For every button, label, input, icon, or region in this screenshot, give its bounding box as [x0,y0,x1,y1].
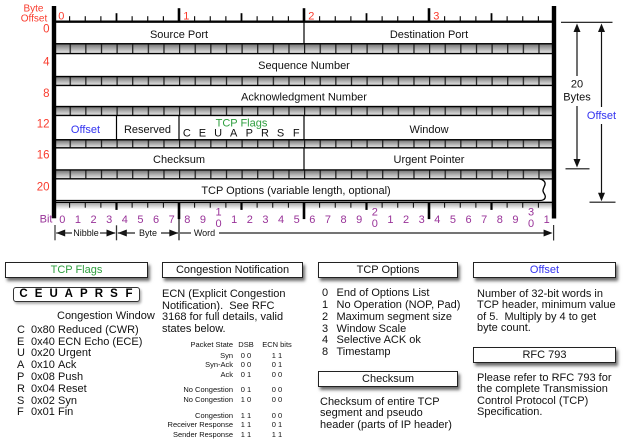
svg-text:0: 0 [215,218,221,230]
svg-text:12: 12 [37,119,50,131]
svg-text:2: 2 [90,214,96,226]
svg-text:Reserved: Reserved [124,124,171,136]
svg-text:4: 4 [43,56,50,68]
svg-text:8: 8 [340,214,346,226]
svg-text:0: 0 [43,24,49,36]
svg-text:0: 0 [59,214,65,226]
svg-text:Sequence Number: Sequence Number [258,60,350,72]
svg-text:20: 20 [571,79,583,91]
svg-text:3: 3 [262,214,268,226]
svg-text:16: 16 [37,150,50,162]
svg-text:2: 2 [247,214,253,226]
svg-text:1: 1 [544,214,550,226]
svg-text:3: 3 [528,207,534,219]
svg-text:Offset: Offset [71,124,100,136]
svg-text:9: 9 [356,214,362,226]
svg-text:9: 9 [200,214,206,226]
svg-text:6: 6 [465,214,471,226]
svg-text:7: 7 [169,214,175,226]
svg-text:3: 3 [419,214,425,226]
svg-text:1: 1 [215,207,221,219]
svg-text:1: 1 [387,214,393,226]
svg-text:TCP Flags: TCP Flags [216,117,268,129]
svg-text:7: 7 [325,214,331,226]
svg-text:5: 5 [450,214,456,226]
svg-text:2: 2 [372,207,378,219]
svg-text:Acknowledgment Number: Acknowledgment Number [241,91,367,103]
svg-text:20: 20 [37,182,50,194]
svg-text:Source Port: Source Port [150,29,208,41]
svg-text:0: 0 [58,10,64,22]
svg-text:E: E [199,127,206,139]
svg-text:Offset: Offset [587,110,616,122]
svg-text:Urgent Pointer: Urgent Pointer [394,154,465,166]
svg-text:Word: Word [194,228,215,238]
svg-text:8: 8 [184,214,190,226]
svg-text:1: 1 [183,10,189,22]
svg-text:Byte: Byte [23,4,43,15]
svg-text:8: 8 [43,88,49,100]
svg-text:F: F [293,127,300,139]
svg-text:0: 0 [528,218,534,230]
svg-text:0: 0 [372,218,378,230]
svg-text:8: 8 [497,214,503,226]
svg-text:3: 3 [106,214,112,226]
svg-text:Window: Window [409,124,448,136]
svg-text:Byte: Byte [139,228,157,238]
svg-text:TCP Options (variable length,: TCP Options (variable length, optional) [201,185,390,197]
svg-text:5: 5 [137,214,143,226]
svg-text:6: 6 [153,214,159,226]
svg-text:P: P [246,127,253,139]
svg-text:3: 3 [433,10,439,22]
svg-text:Nibble: Nibble [73,228,99,238]
svg-text:1: 1 [75,214,81,226]
svg-text:C: C [183,127,191,139]
svg-text:U: U [214,127,222,139]
svg-text:Bit: Bit [40,214,53,226]
svg-text:6: 6 [309,214,315,226]
svg-text:4: 4 [122,214,128,226]
svg-text:Destination Port: Destination Port [390,29,468,41]
svg-text:2: 2 [308,10,314,22]
svg-text:4: 4 [278,214,284,226]
svg-text:9: 9 [512,214,518,226]
svg-text:4: 4 [434,214,440,226]
svg-text:R: R [261,127,269,139]
svg-text:7: 7 [481,214,487,226]
svg-text:5: 5 [294,214,300,226]
svg-text:1: 1 [231,214,237,226]
svg-text:S: S [277,127,284,139]
svg-text:Bytes: Bytes [563,92,591,104]
svg-text:A: A [230,127,238,139]
svg-text:Offset: Offset [21,14,48,25]
svg-text:2: 2 [403,214,409,226]
svg-text:Checksum: Checksum [153,154,205,166]
